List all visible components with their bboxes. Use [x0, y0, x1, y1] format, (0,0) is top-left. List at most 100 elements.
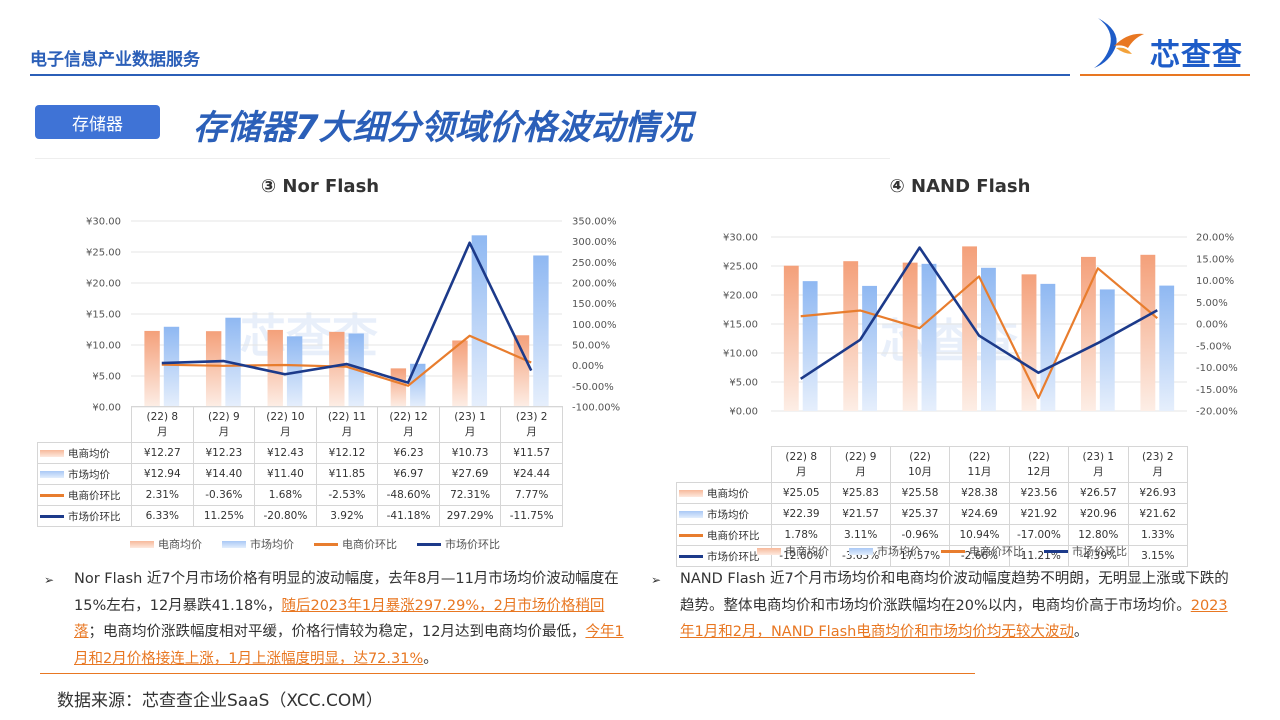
legend-swatch	[222, 540, 246, 548]
table-header-row: (22) 8 月 (22) 9 月 (22) 10 月 (22) 11 月 (22) 12 月 (2…	[38, 406, 563, 443]
legend-item: 市场均价	[222, 536, 294, 552]
legend-swatch	[40, 515, 64, 518]
logo-divider	[1080, 74, 1250, 76]
x-tick-label: (22) 11 月	[315, 406, 379, 443]
logo-icon	[1094, 18, 1144, 68]
footer-divider	[40, 673, 975, 674]
chart-nand-flash: ¥30.00 ¥25.00 ¥20.00 ¥15.00 ¥10.00 ¥5.00 ¥0.00…	[723, 233, 1238, 418]
table-cell: ¥11.57	[500, 442, 563, 464]
y-tick-label-left: ¥25.00	[86, 248, 121, 259]
y-tick-label-left: ¥20.00	[86, 279, 121, 290]
y-tick-label-right: -20.00%	[1196, 407, 1238, 418]
bar-ecommerce-price	[1021, 274, 1037, 411]
bar-market-price	[862, 285, 877, 411]
analysis-text: 。	[1073, 624, 1089, 640]
chart-nor-flash: ¥30.00 ¥25.00 ¥20.00 ¥15.00 ¥10.00 ¥5.00 ¥0.00…	[86, 217, 620, 414]
y-tick-label-right: 10.00%	[1196, 276, 1234, 287]
legend-swatch	[679, 511, 703, 518]
row-label: 电商均价	[37, 442, 132, 464]
legend-nor: 电商均价 市场均价 电商价环比 市场价环比	[130, 536, 500, 552]
data-table-nand: (22) 8 月 (22) 9 月 (22) 10月 (22) 11月 (22) 12月 (23) …	[676, 446, 1188, 567]
bar-market-price	[1099, 289, 1115, 411]
y-tick-label-left: ¥10.00	[723, 349, 758, 360]
brand-title: 电子信息产业数据服务	[30, 50, 200, 70]
table-cell: ¥11.40	[254, 463, 317, 485]
table-cell: 10.94%	[949, 524, 1010, 546]
analysis-highlight: 2023年1月和2月，NAND Flash电商均价和市场均价均无较大波动	[680, 597, 1228, 641]
bar-market-price	[163, 326, 180, 407]
bar-ecommerce-price	[452, 340, 468, 407]
table-corner	[677, 447, 772, 483]
table-cell: ¥11.85	[315, 463, 379, 485]
table-cell: ¥26.93	[1127, 482, 1188, 504]
table-row: 市场价环比 -12.60% -3.63% 17.57% -2.66% -11.21% -4.…	[676, 545, 1188, 567]
row-label: 电商价环比	[676, 524, 772, 546]
table-cell: ¥6.23	[377, 442, 440, 464]
legend-item: 市场价环比	[417, 536, 500, 552]
table-cell: ¥25.58	[889, 482, 951, 504]
y-tick-label-left: ¥10.00	[86, 341, 121, 352]
analysis-highlight: 今年1月和2月价格接连上涨，1月上涨幅度明显，达72.31%	[74, 624, 624, 667]
table-cell: ¥10.73	[438, 442, 502, 464]
table-corner	[38, 407, 132, 443]
x-tick-label: (22) 10月	[889, 446, 951, 483]
title-divider	[35, 158, 890, 159]
table-cell: ¥12.27	[131, 442, 194, 464]
y-tick-label-right: 20.00%	[1196, 233, 1234, 244]
table-cell: 17.57%	[889, 545, 951, 567]
y-tick-label-right: 150.00%	[572, 299, 617, 310]
legend-item: 市场价环比	[1044, 543, 1127, 559]
table-cell: ¥21.62	[1127, 503, 1188, 525]
table-cell: 72.31%	[438, 484, 502, 506]
y-tick-label-right: 300.00%	[572, 237, 617, 248]
y-tick-label-right: 15.00%	[1196, 254, 1234, 265]
x-tick-label: (22) 12 月	[377, 406, 440, 443]
table-cell: ¥12.43	[254, 442, 317, 464]
bar-ecommerce-price	[390, 368, 407, 407]
table-cell: ¥12.94	[131, 463, 194, 485]
legend-swatch	[679, 534, 703, 537]
table-cell: ¥25.37	[889, 503, 951, 525]
y-tick-label-left: ¥0.00	[729, 407, 758, 418]
legend-item: 电商均价	[130, 536, 202, 552]
legend-item: 电商价环比	[941, 543, 1024, 559]
bar-ecommerce-price	[513, 335, 530, 407]
analysis-highlight: 随后2023年1月暴涨297.29%，2月市场价格稍回落	[74, 597, 605, 641]
table-cell: ¥12.23	[192, 442, 256, 464]
x-tick-label: (22) 10 月	[254, 406, 317, 443]
table-cell: ¥21.92	[1008, 503, 1070, 525]
table-row: 电商价环比 1.78% 3.11% -0.96% 10.94% -17.00% 12.80%…	[676, 524, 1188, 546]
chart-title-nor: ③ Nor Flash	[260, 176, 380, 197]
y-tick-label-right: 100.00%	[572, 320, 617, 331]
table-cell: -0.36%	[192, 484, 256, 506]
legend-swatch	[40, 494, 64, 497]
table-cell: ¥14.40	[192, 463, 256, 485]
table-cell: -2.53%	[315, 484, 379, 506]
bar-ecommerce-price	[902, 262, 918, 411]
analysis-text: 。	[423, 650, 438, 667]
table-cell: -4.39%	[1068, 545, 1129, 567]
y-tick-label-right: 200.00%	[572, 279, 617, 290]
category-tag: 存储器	[35, 105, 160, 139]
y-tick-label-right: 0.00%	[572, 361, 604, 372]
analysis-text: NAND Flash 近7个月市场均价和电商均价波动幅度趋势不明朗，无明显上涨或…	[680, 571, 1229, 614]
bar-market-price	[1040, 283, 1056, 411]
legend-item: 市场均价	[849, 543, 921, 559]
y-tick-label-left: ¥15.00	[86, 310, 121, 321]
row-label: 市场价环比	[37, 505, 132, 527]
table-row: 电商均价 ¥25.05 ¥25.83 ¥25.58 ¥28.38 ¥23.56 ¥26.57…	[676, 482, 1188, 504]
legend-item: 电商均价	[757, 543, 829, 559]
table-cell: ¥25.83	[830, 482, 891, 504]
table-cell: 7.77%	[500, 484, 563, 506]
table-row: 市场价环比 6.33% 11.25% -20.80% 3.92% -41.18% 297.2…	[37, 505, 563, 527]
y-tick-label-right: 50.00%	[572, 341, 610, 352]
bar-ecommerce-price	[329, 331, 345, 407]
bar-market-price	[802, 281, 818, 411]
legend-swatch	[417, 542, 441, 546]
bar-market-price	[471, 235, 488, 407]
row-label: 市场价环比	[676, 545, 772, 567]
logo	[1080, 10, 1250, 78]
